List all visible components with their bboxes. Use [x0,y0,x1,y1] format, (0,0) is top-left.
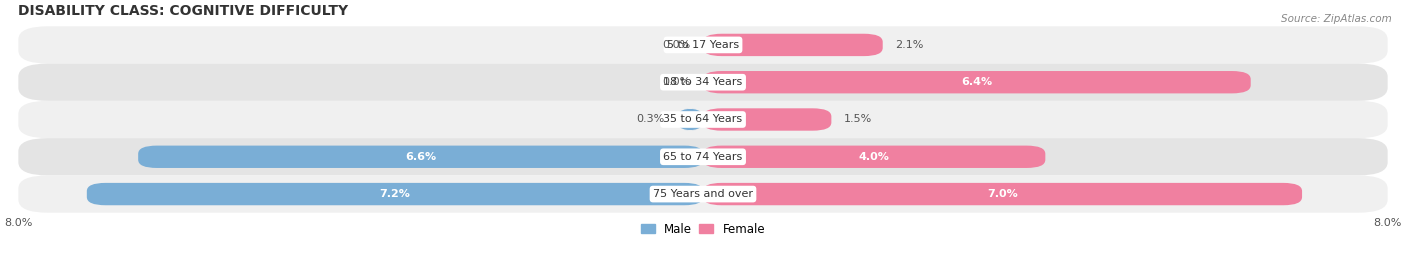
Text: 75 Years and over: 75 Years and over [652,189,754,199]
FancyBboxPatch shape [18,176,1388,213]
FancyBboxPatch shape [703,183,1302,205]
Text: 65 to 74 Years: 65 to 74 Years [664,152,742,162]
Text: 0.3%: 0.3% [637,114,665,124]
FancyBboxPatch shape [678,108,703,131]
FancyBboxPatch shape [18,138,1388,176]
Text: 18 to 34 Years: 18 to 34 Years [664,77,742,87]
Text: Source: ZipAtlas.com: Source: ZipAtlas.com [1281,14,1392,23]
Text: 0.0%: 0.0% [662,40,690,50]
FancyBboxPatch shape [138,146,703,168]
FancyBboxPatch shape [703,71,1251,93]
Text: 35 to 64 Years: 35 to 64 Years [664,114,742,124]
Text: 0.0%: 0.0% [662,77,690,87]
Text: 6.4%: 6.4% [962,77,993,87]
FancyBboxPatch shape [703,34,883,56]
Text: 7.0%: 7.0% [987,189,1018,199]
Text: 7.2%: 7.2% [380,189,411,199]
FancyBboxPatch shape [87,183,703,205]
Legend: Male, Female: Male, Female [636,218,770,240]
Text: 2.1%: 2.1% [896,40,924,50]
Text: DISABILITY CLASS: COGNITIVE DIFFICULTY: DISABILITY CLASS: COGNITIVE DIFFICULTY [18,4,349,18]
FancyBboxPatch shape [703,146,1045,168]
Text: 6.6%: 6.6% [405,152,436,162]
Text: 5 to 17 Years: 5 to 17 Years [666,40,740,50]
FancyBboxPatch shape [703,108,831,131]
FancyBboxPatch shape [18,63,1388,101]
FancyBboxPatch shape [18,26,1388,63]
Text: 4.0%: 4.0% [859,152,890,162]
Text: 1.5%: 1.5% [844,114,873,124]
FancyBboxPatch shape [18,101,1388,138]
